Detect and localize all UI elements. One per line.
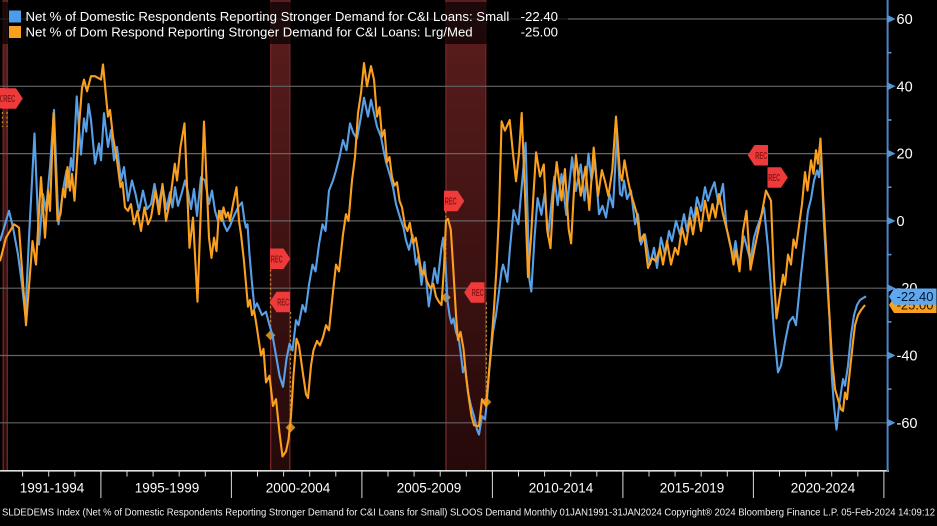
svg-text:2015-2019: 2015-2019	[660, 481, 725, 496]
svg-text:2000-2004: 2000-2004	[266, 481, 331, 496]
svg-text:1991-1994: 1991-1994	[20, 481, 85, 496]
svg-text:REC: REC	[472, 287, 484, 299]
svg-text:REC: REC	[0, 93, 4, 105]
svg-text:REC: REC	[277, 297, 289, 309]
svg-text:2020-2024: 2020-2024	[791, 481, 856, 496]
svg-text:REC: REC	[755, 150, 767, 162]
svg-text:2010-2014: 2010-2014	[529, 481, 594, 496]
svg-text:-22.40: -22.40	[521, 9, 558, 24]
svg-text:20: 20	[897, 147, 913, 163]
svg-text:-22.40: -22.40	[897, 289, 934, 304]
svg-text:Net % of Domestic Respondents: Net % of Domestic Respondents Reporting …	[26, 9, 510, 24]
svg-text:REC: REC	[445, 196, 457, 208]
svg-text:0: 0	[897, 214, 905, 230]
svg-text:60: 60	[897, 12, 913, 28]
svg-text:REC: REC	[271, 253, 283, 265]
svg-text:2005-2009: 2005-2009	[397, 481, 462, 496]
svg-text:REC: REC	[3, 93, 15, 105]
svg-text:REC: REC	[768, 172, 780, 184]
svg-text:Net % of Dom Respond Reporting: Net % of Dom Respond Reporting Stronger …	[26, 25, 473, 40]
svg-text:-25.00: -25.00	[521, 25, 558, 40]
svg-text:1995-1999: 1995-1999	[135, 481, 200, 496]
svg-text:-60: -60	[897, 416, 918, 432]
svg-text:40: 40	[897, 79, 913, 95]
svg-text:SLDEDEMS Index (Net % of Domes: SLDEDEMS Index (Net % of Domestic Respon…	[2, 508, 935, 519]
svg-text:-40: -40	[897, 349, 918, 365]
